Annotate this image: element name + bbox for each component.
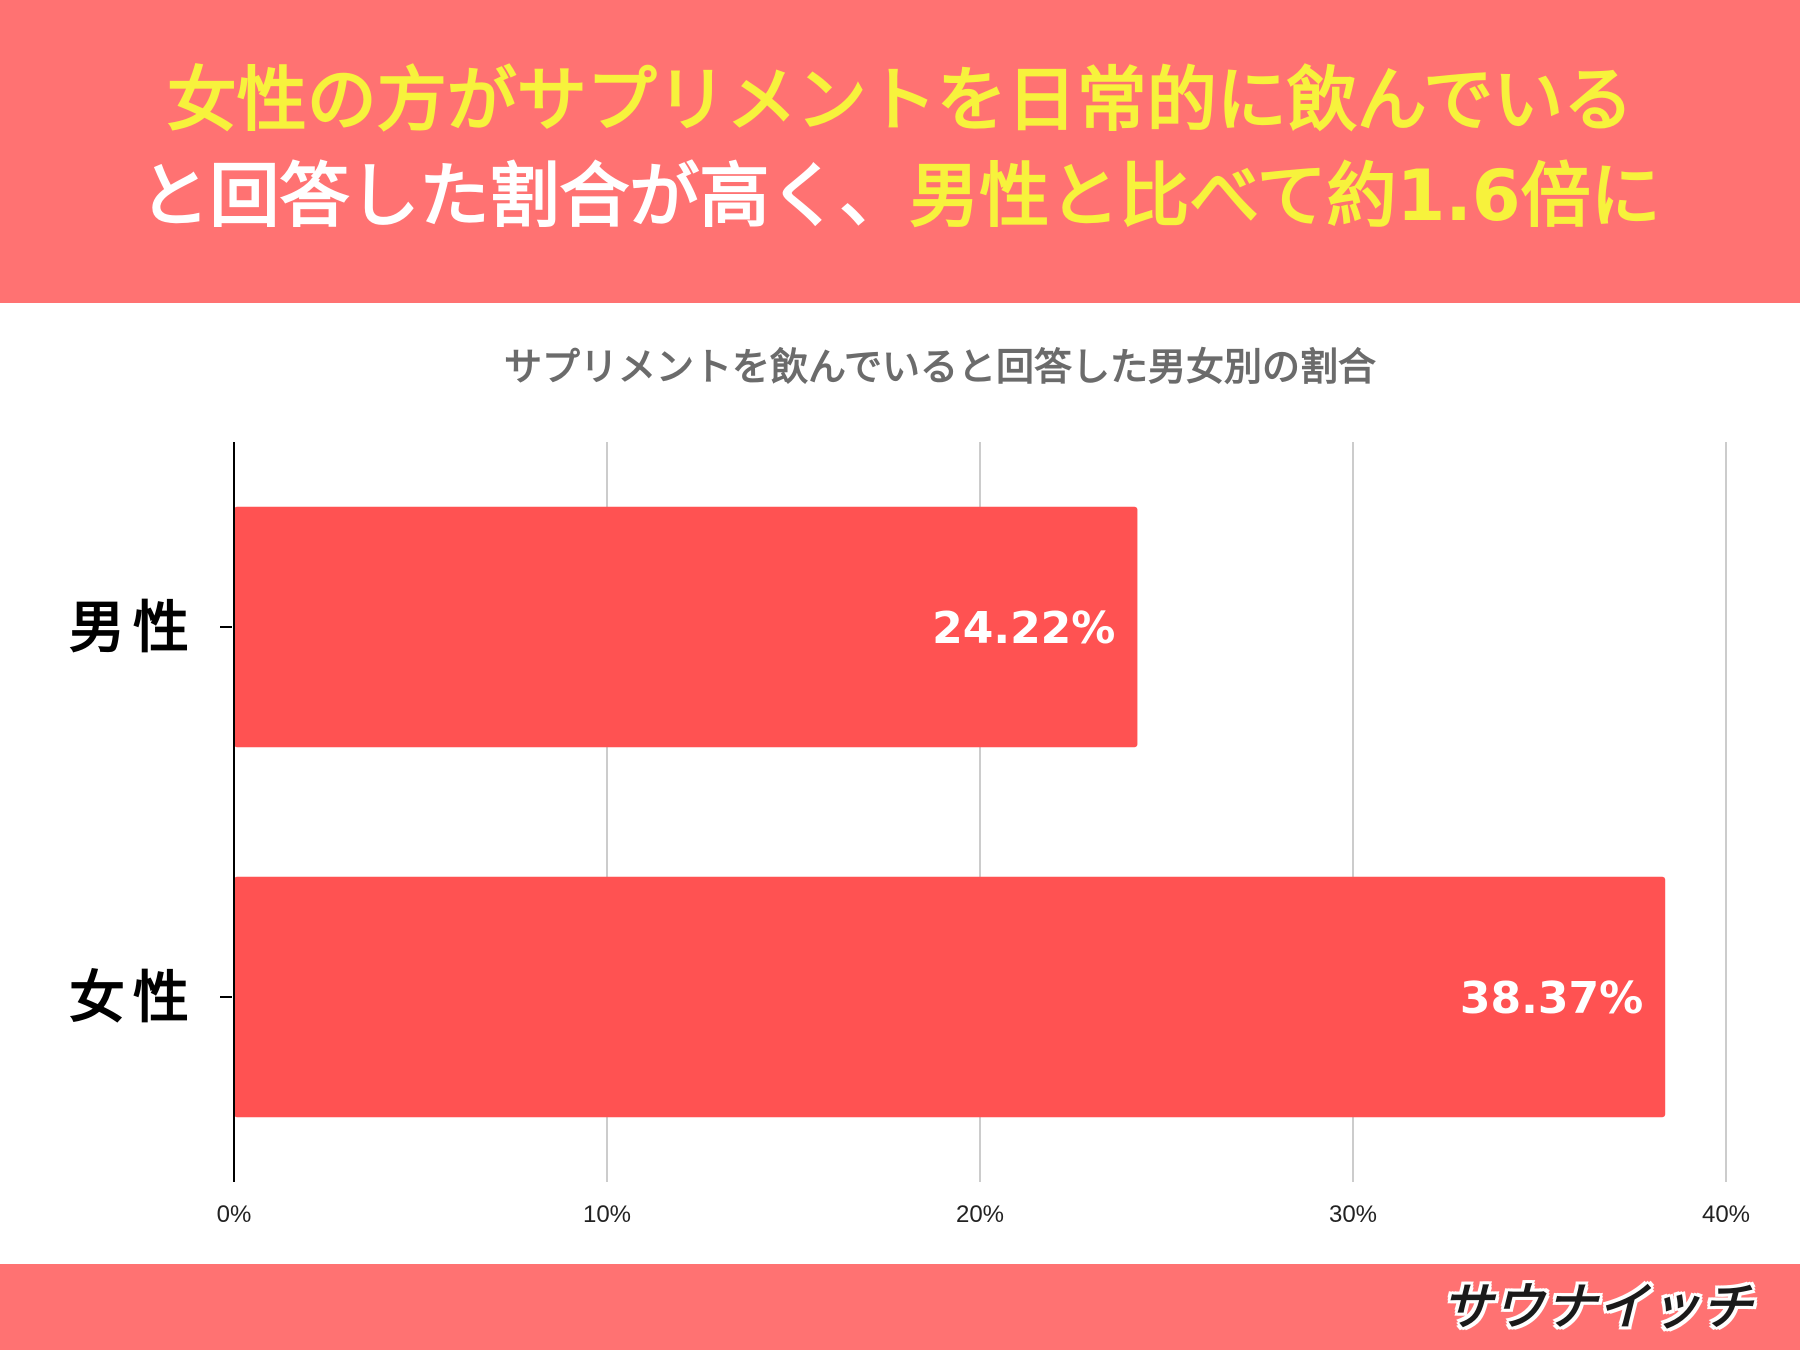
category-label: 女性 — [69, 966, 197, 1031]
chart-title: サプリメントを飲んでいると回答した男女別の割合 — [503, 345, 1377, 389]
headline-line-2-plain: と回答した割合が高く、 — [139, 155, 910, 237]
headline-line-2-accent: 男性と比べて約1.6倍に — [909, 155, 1661, 237]
bar-female — [234, 876, 1666, 1118]
headline-line-1: 女性の方がサプリメントを日常的に飲んでいる — [166, 59, 1634, 141]
category-label: 男性 — [69, 596, 197, 661]
data-label: 38.37% — [1460, 973, 1643, 1024]
brand-logo: サウナイッチ — [1442, 1278, 1754, 1336]
headline-line-2: と回答した割合が高く、男性と比べて約1.6倍に — [0, 148, 1800, 244]
data-label: 24.22% — [932, 603, 1115, 654]
x-tick-label: 20% — [956, 1201, 1004, 1228]
footer-banner: サウナイッチ — [0, 1264, 1800, 1350]
x-tick-label: 30% — [1329, 1201, 1377, 1228]
bar-male — [234, 506, 1138, 748]
x-tick-label: 10% — [583, 1201, 631, 1228]
x-tick-label: 0% — [217, 1201, 252, 1228]
x-tick-label: 40% — [1702, 1201, 1750, 1228]
header-banner: 女性の方がサプリメントを日常的に飲んでいる と回答した割合が高く、男性と比べて約… — [0, 0, 1800, 303]
bar-chart: 0% 10% 20% 30% 40% 男性 24.22% 女性 38.37% — [69, 442, 1750, 1228]
